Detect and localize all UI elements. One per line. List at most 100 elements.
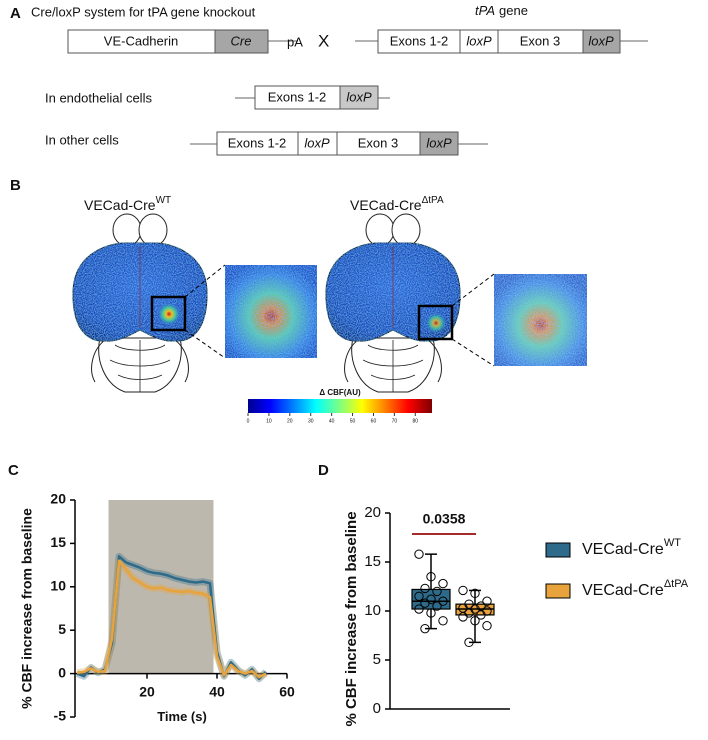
y-tick-label: -5	[54, 708, 67, 724]
colorbar-tick-label: 30	[308, 418, 314, 424]
data-point	[470, 616, 480, 626]
hotspot	[157, 302, 181, 326]
group-sup: ΔtPA	[422, 195, 444, 206]
legend-entry: VECad-CreΔtPA	[582, 578, 689, 599]
data-point	[432, 601, 442, 611]
segment-label: VE-Cadherin	[104, 33, 178, 48]
legend-sup: WT	[664, 537, 681, 549]
zoom-line	[451, 338, 495, 367]
data-point	[476, 610, 486, 620]
data-point	[438, 616, 448, 626]
group-name: VECad-Cre	[84, 197, 156, 213]
cell-label: In other cells	[45, 132, 119, 147]
segment-label: loxP	[346, 89, 372, 104]
colorbar-tick-label: 0	[247, 418, 250, 424]
colorbar-tick-label: 60	[371, 418, 377, 424]
gene-label: tPA gene	[475, 3, 528, 18]
data-point	[464, 637, 474, 648]
segment	[214, 29, 269, 54]
colorbar-tick-label: 80	[412, 418, 418, 424]
group-title: VECad-CreWT	[84, 195, 171, 213]
zoom-line	[451, 273, 495, 307]
data-point	[438, 578, 448, 589]
legend-swatch	[545, 583, 571, 599]
segment	[419, 131, 459, 156]
roi-box	[150, 295, 187, 332]
data-point	[458, 585, 468, 596]
colorbar-tick-label: 10	[266, 418, 272, 424]
data-point	[414, 604, 424, 614]
colorbar-label: Δ CBF(AU)	[319, 388, 361, 397]
gene-text: gene	[499, 3, 528, 18]
data-point	[426, 608, 436, 618]
segment-label: loxP	[304, 135, 330, 150]
y-axis-label: % CBF increase from baseline	[19, 508, 35, 709]
segment-label: loxP	[588, 33, 614, 48]
data-point	[414, 549, 424, 559]
polya: pA	[287, 34, 303, 49]
zoom-line	[184, 329, 226, 359]
segment	[582, 29, 621, 54]
segment-label: Exons 1-2	[390, 33, 449, 48]
hotspot	[425, 312, 447, 334]
legend-swatch	[545, 542, 571, 558]
brain-image	[73, 214, 207, 392]
colorbar-tick-label: 70	[392, 418, 398, 424]
y-tick-label: 15	[364, 553, 381, 570]
gene-italic: tPA	[475, 3, 495, 18]
data-point	[482, 596, 492, 606]
diagram-title: Cre/loxP system for tPA gene knockout	[31, 4, 256, 19]
y-axis-label: % CBF increase from baseline	[343, 511, 360, 726]
legend-name: VECad-Cre	[582, 582, 664, 599]
data-point	[420, 583, 430, 594]
segment-label: Exons 1-2	[268, 89, 327, 104]
roi-box	[417, 304, 454, 341]
segment-label: loxP	[466, 33, 492, 48]
segment-label: Exon 3	[520, 33, 560, 48]
data-point	[470, 588, 480, 599]
x-tick-label: 20	[139, 683, 155, 699]
y-tick-label: 0	[373, 700, 381, 717]
x-axis-label: Time (s)	[157, 709, 207, 724]
data-point	[420, 598, 430, 608]
y-tick-label: 0	[58, 664, 66, 680]
y-tick-label: 20	[50, 491, 66, 507]
segment	[339, 85, 379, 110]
line	[76, 559, 267, 679]
segment-label: Exons 1-2	[228, 135, 287, 150]
y-tick-label: 5	[373, 651, 381, 668]
zoom-image	[494, 274, 587, 366]
data-point	[438, 596, 448, 606]
x-tick-label: 60	[279, 683, 295, 699]
panel-label: A	[10, 5, 21, 22]
data-point	[482, 621, 492, 631]
legend-entry: VECad-CreWT	[582, 537, 681, 558]
y-tick-label: 15	[50, 534, 66, 550]
zoom-image	[225, 265, 317, 358]
y-tick-label: 10	[50, 578, 66, 594]
y-tick-label: 10	[364, 602, 381, 619]
colorbar-tick-label: 20	[287, 418, 293, 424]
significance-label: 0.0358	[423, 511, 466, 527]
segment-label: Exon 3	[358, 135, 398, 150]
panel-label: B	[10, 177, 21, 194]
colorbar-tick-label: 50	[350, 418, 356, 424]
x-tick-label: 40	[209, 683, 225, 699]
colorbar	[248, 399, 432, 413]
data-point	[458, 612, 468, 622]
segment-label: Cre	[231, 33, 252, 48]
colorbar-tick-label: 40	[329, 418, 335, 424]
data-point	[420, 623, 430, 634]
panel-label: C	[8, 462, 19, 479]
panel-label: D	[318, 462, 329, 479]
y-tick-label: 5	[58, 621, 66, 637]
cell-label: In endothelial cells	[45, 90, 152, 105]
legend-sup: ΔtPA	[664, 578, 689, 590]
group-name: VECad-Cre	[350, 197, 422, 213]
zoom-line	[184, 264, 226, 298]
group-title: VECad-CreΔtPA	[350, 195, 444, 213]
data-point	[414, 591, 424, 601]
segment-label: loxP	[426, 135, 452, 150]
